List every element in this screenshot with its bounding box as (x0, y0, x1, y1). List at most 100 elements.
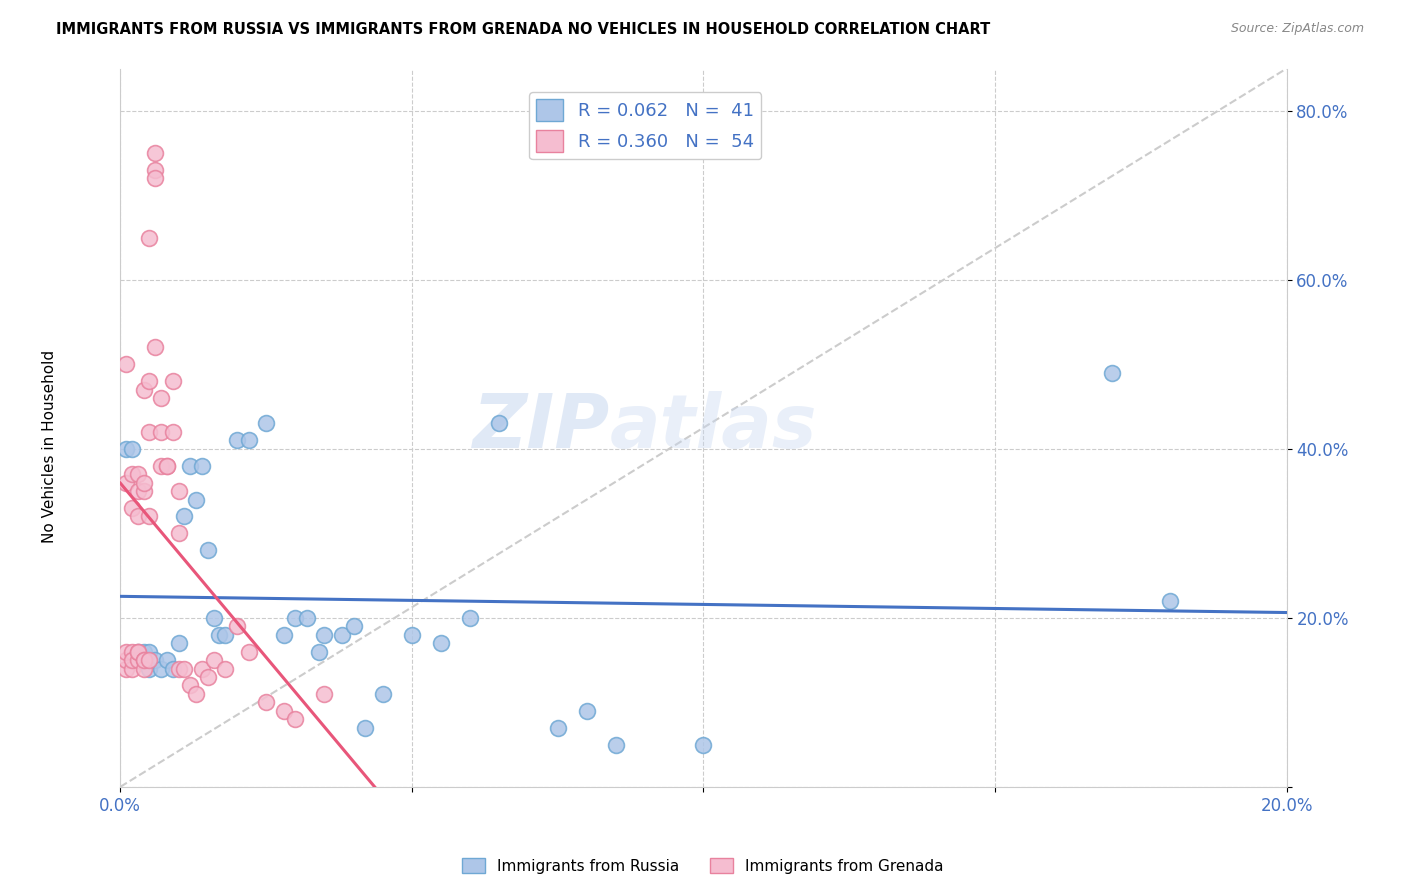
Point (179, 458, 201, 473)
Point (173, 661, 195, 675)
Point (226, 434, 249, 448)
Point (314, 687, 336, 701)
Point (115, 661, 138, 675)
Point (273, 704, 295, 718)
Point (143, 171, 166, 186)
Point (156, 653, 179, 667)
Point (238, 434, 260, 448)
Point (132, 661, 155, 675)
Point (214, 628, 236, 642)
Point (150, 425, 173, 439)
Point (330, 628, 353, 642)
Point (488, 417, 510, 431)
Point (127, 509, 149, 524)
Point (354, 721, 377, 735)
Point (184, 687, 207, 701)
Legend: Immigrants from Russia, Immigrants from Grenada: Immigrants from Russia, Immigrants from … (456, 852, 950, 880)
Point (143, 340, 166, 354)
Point (138, 661, 160, 675)
Point (214, 661, 236, 675)
Point (191, 458, 214, 473)
Point (132, 475, 155, 490)
Point (127, 484, 149, 499)
Point (132, 484, 155, 499)
Point (167, 636, 190, 650)
Point (308, 645, 330, 659)
Point (150, 458, 173, 473)
Point (208, 628, 231, 642)
Point (115, 645, 138, 659)
Point (273, 628, 295, 642)
Point (150, 391, 173, 405)
Point (458, 611, 481, 625)
Point (138, 374, 160, 388)
Point (692, 738, 714, 752)
Point (156, 458, 179, 473)
Point (138, 425, 160, 439)
Point (132, 645, 155, 659)
Point (127, 645, 149, 659)
Point (238, 645, 260, 659)
Point (132, 653, 155, 667)
Point (254, 417, 277, 431)
Point (284, 611, 307, 625)
Point (115, 442, 138, 456)
Point (127, 653, 149, 667)
Point (127, 467, 149, 482)
Text: atlas: atlas (610, 392, 818, 464)
Point (179, 678, 201, 692)
Point (127, 645, 149, 659)
Point (162, 374, 184, 388)
Point (121, 653, 143, 667)
Point (226, 619, 249, 633)
Point (127, 645, 149, 659)
Point (1159, 594, 1181, 608)
Text: ZIP: ZIP (472, 392, 610, 464)
Point (342, 619, 364, 633)
Point (284, 712, 307, 726)
Point (371, 687, 394, 701)
Point (115, 475, 138, 490)
Point (150, 661, 173, 675)
Point (197, 670, 219, 684)
Point (202, 611, 225, 625)
Text: Source: ZipAtlas.com: Source: ZipAtlas.com (1230, 22, 1364, 36)
Point (162, 425, 184, 439)
Point (184, 492, 207, 507)
Point (138, 509, 160, 524)
Point (143, 653, 166, 667)
Text: IMMIGRANTS FROM RUSSIA VS IMMIGRANTS FROM GRENADA NO VEHICLES IN HOUSEHOLD CORRE: IMMIGRANTS FROM RUSSIA VS IMMIGRANTS FRO… (56, 22, 990, 37)
Point (202, 653, 225, 667)
Point (162, 661, 184, 675)
Point (132, 383, 155, 397)
Point (143, 163, 166, 178)
Point (314, 628, 336, 642)
Point (401, 628, 423, 642)
Point (138, 653, 160, 667)
Point (115, 357, 138, 371)
Point (575, 704, 598, 718)
Point (121, 442, 143, 456)
Point (191, 661, 214, 675)
Point (138, 645, 160, 659)
Point (430, 636, 453, 650)
Point (121, 500, 143, 515)
Point (197, 543, 219, 558)
Point (295, 611, 318, 625)
Point (167, 526, 190, 541)
Point (167, 484, 190, 499)
Point (115, 653, 138, 667)
Point (605, 738, 627, 752)
Point (173, 509, 195, 524)
Point (167, 661, 190, 675)
Point (138, 230, 160, 244)
Text: No Vehicles in Household: No Vehicles in Household (42, 350, 56, 542)
Point (121, 645, 143, 659)
Point (121, 467, 143, 482)
Point (132, 653, 155, 667)
Point (547, 721, 569, 735)
Legend: R = 0.062   N =  41, R = 0.360   N =  54: R = 0.062 N = 41, R = 0.360 N = 54 (529, 92, 761, 160)
Point (156, 458, 179, 473)
Point (121, 661, 143, 675)
Point (143, 146, 166, 161)
